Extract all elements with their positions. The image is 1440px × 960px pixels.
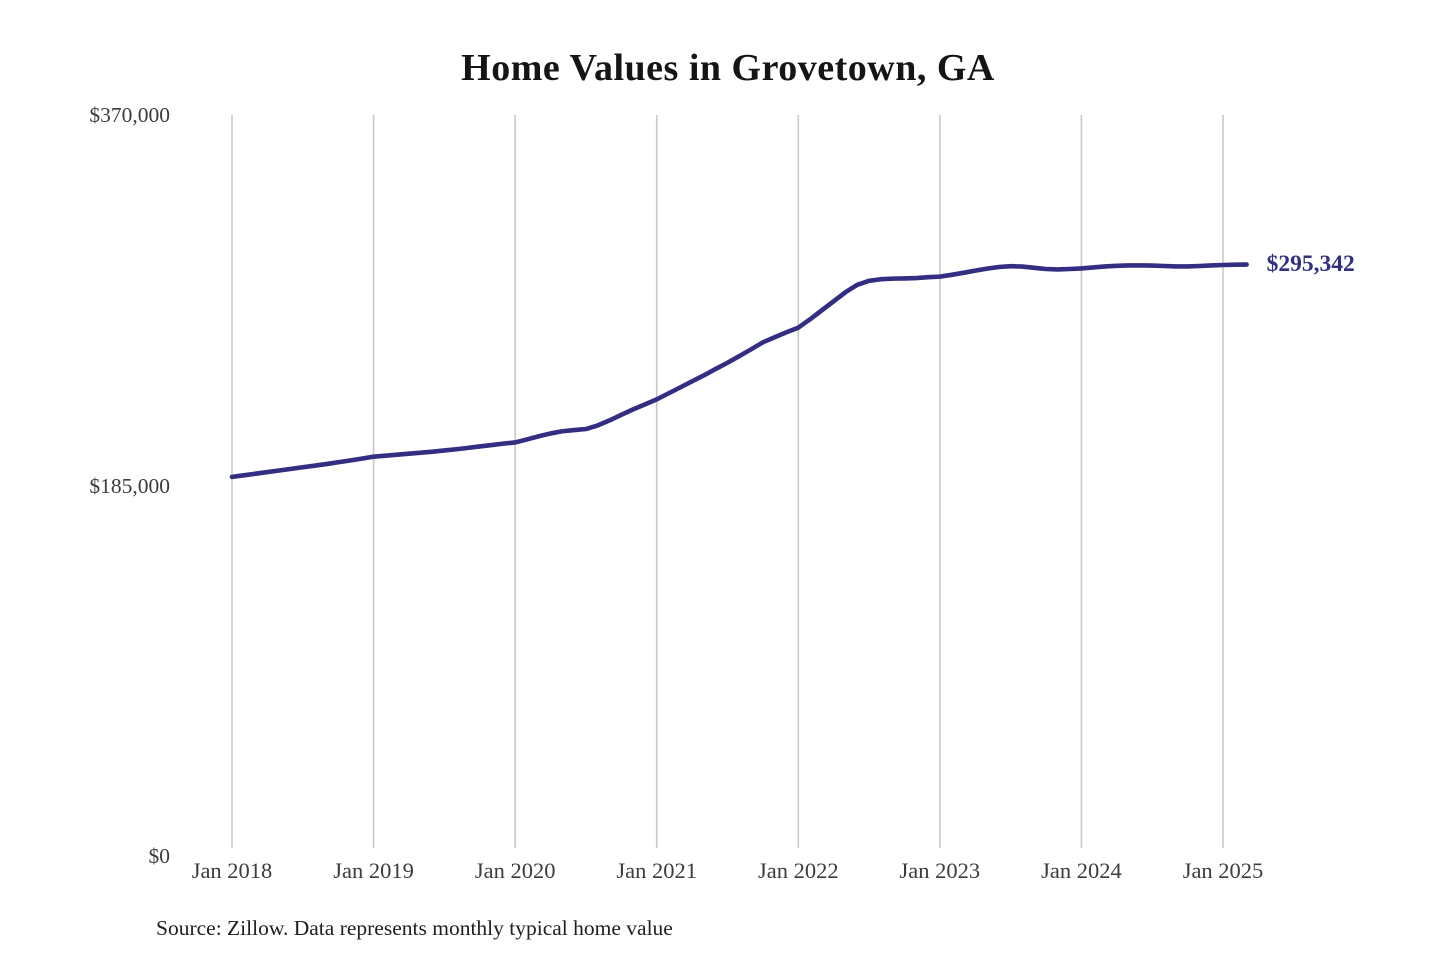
x-axis-tick-label: Jan 2022 [757,858,839,883]
x-axis-tick-label: Jan 2020 [474,858,556,883]
y-axis-tick-label: $370,000 [89,103,170,127]
chart-title: Home Values in Grovetown, GA [461,47,995,89]
x-axis-tick-label: Jan 2023 [899,858,981,883]
x-axis-tick-label: Jan 2018 [191,858,273,883]
home-value-line [229,262,1249,480]
y-axis-tick-label: $0 [148,844,171,868]
latest-value-label: $295,342 [1266,250,1355,277]
source-note: Source: Zillow. Data represents monthly … [156,916,673,940]
x-axis-tick-label: Jan 2025 [1182,858,1264,883]
x-axis-tick-label: Jan 2021 [616,858,698,883]
x-axis-tick-label: Jan 2019 [333,858,414,883]
x-axis-tick-label: Jan 2024 [1041,858,1122,883]
y-axis-tick-label: $185,000 [89,473,170,498]
